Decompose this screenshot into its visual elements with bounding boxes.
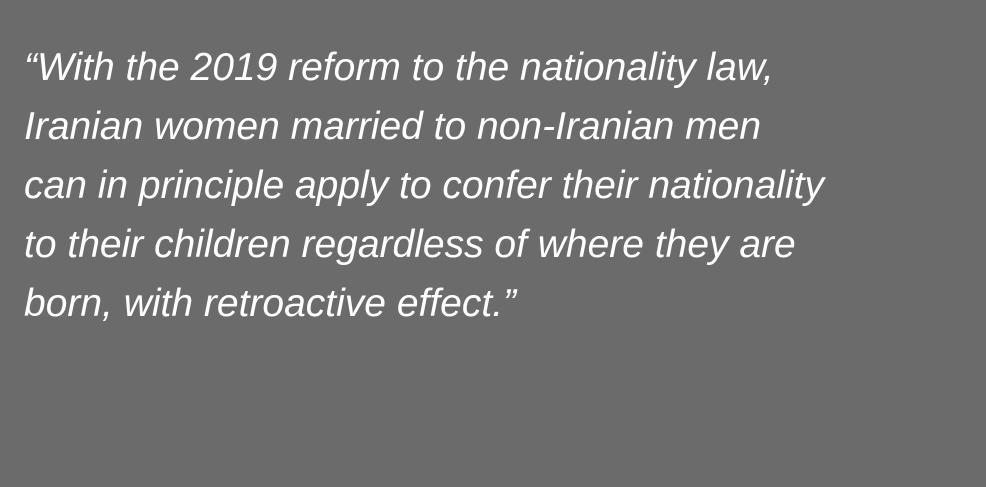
quote-line: born, with retroactive effect.” (24, 282, 517, 325)
quote-line: to their children regardless of where th… (24, 223, 796, 266)
quote-line: Iranian women married to non-Iranian men (24, 105, 762, 148)
quote-line: can in principle apply to confer their n… (24, 164, 824, 207)
pull-quote-text: “With the 2019 reform to the nationality… (24, 38, 974, 333)
quote-line: “With the 2019 reform to the nationality… (24, 46, 774, 89)
